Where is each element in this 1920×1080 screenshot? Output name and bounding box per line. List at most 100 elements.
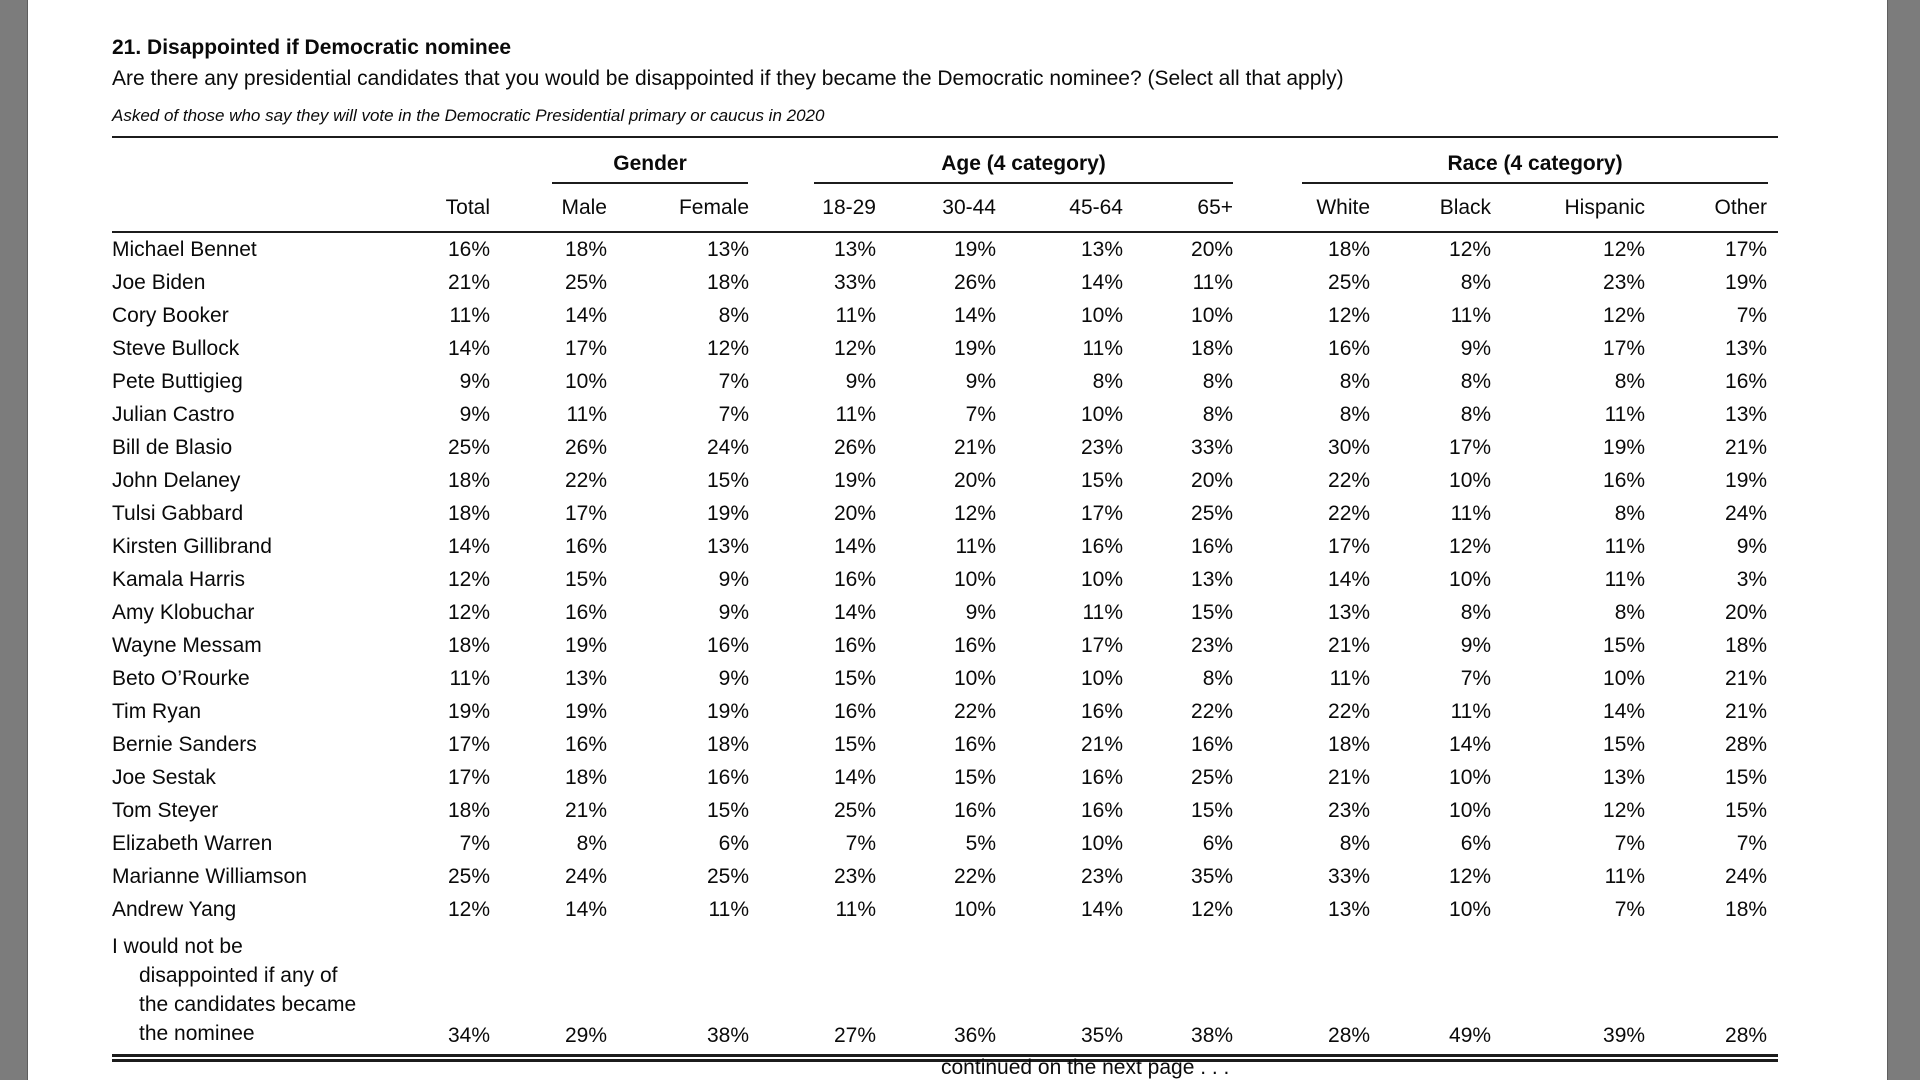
row-label-line: Bill de Blasio xyxy=(112,436,233,459)
table-cell: 15% xyxy=(953,765,996,789)
table-cell: 25% xyxy=(447,435,490,459)
row-label: Tulsi Gabbard xyxy=(112,497,360,530)
table-cell: 49% xyxy=(1449,1024,1492,1047)
table-cell: 21% xyxy=(953,435,996,459)
table-cell: 10% xyxy=(1080,831,1123,855)
table-cell: 12% xyxy=(1328,303,1371,327)
table-body: Michael Bennet 16% 18% 13% 13% 19% 13% 20% 18% 12… xyxy=(112,232,1779,1058)
table-cell: 13% xyxy=(1725,336,1768,360)
table-cell: 11% xyxy=(1604,864,1646,888)
table-cell: 9% xyxy=(1460,336,1492,360)
table-cell: 9% xyxy=(845,369,876,393)
table-cell: 22% xyxy=(1328,468,1371,492)
row-label-line: Andrew Yang xyxy=(112,898,237,921)
table-cell: 13% xyxy=(706,237,749,261)
table-cell: 8% xyxy=(1460,270,1492,294)
column-header: 45-64 xyxy=(996,184,1123,233)
table-cell: 24% xyxy=(564,864,607,888)
row-label: Steve Bullock xyxy=(112,332,360,365)
table-cell: 17% xyxy=(1603,336,1646,360)
column-header: 30-44 xyxy=(876,184,996,233)
table-cell: 25% xyxy=(564,270,607,294)
viewer-left-gutter xyxy=(0,0,28,1080)
column-header: Female xyxy=(607,184,749,233)
column-header: White xyxy=(1233,184,1371,233)
table-cell: 10% xyxy=(1449,765,1492,789)
table-cell: 8% xyxy=(1460,402,1492,426)
group-header-gender: Gender xyxy=(490,136,749,184)
table-cell: 25% xyxy=(447,864,490,888)
table-cell: 30% xyxy=(1328,435,1371,459)
table-cell: 21% xyxy=(1725,435,1768,459)
row-label-line: Beto O’Rourke xyxy=(112,667,250,690)
table-cell: 19% xyxy=(564,699,607,723)
table-cell: 19% xyxy=(1725,270,1768,294)
table-cell: 14% xyxy=(447,534,490,558)
table-cell: 23% xyxy=(1191,633,1234,657)
table-cell: 18% xyxy=(1328,732,1371,756)
table-cell: 15% xyxy=(706,798,749,822)
table-cell: 14% xyxy=(833,600,876,624)
table-cell: 8% xyxy=(1202,666,1234,690)
table-cell: 33% xyxy=(1328,864,1371,888)
table-cell: 25% xyxy=(1191,765,1234,789)
table-cell: 18% xyxy=(1328,237,1371,261)
table-cell: 20% xyxy=(833,501,876,525)
table-cell: 22% xyxy=(564,468,607,492)
row-label: Marianne Williamson xyxy=(112,860,360,893)
table-cell: 16% xyxy=(1191,534,1234,558)
table-cell: 16% xyxy=(1080,534,1123,558)
table-cell: 11% xyxy=(1604,402,1646,426)
question-title: 21. Disappointed if Democratic nominee xyxy=(112,36,512,59)
group-header-age: Age (4 category) xyxy=(749,136,1234,184)
row-label-line: the candidates became xyxy=(139,993,357,1016)
table-cell: 19% xyxy=(706,699,749,723)
table-cell: 12% xyxy=(833,336,876,360)
table-cell: 28% xyxy=(1725,732,1768,756)
table-cell: 27% xyxy=(833,1024,876,1047)
table-cell: 22% xyxy=(953,699,996,723)
table-cell: 13% xyxy=(1725,402,1768,426)
column-header: 65+ xyxy=(1123,184,1234,233)
table-cell: 7% xyxy=(1736,831,1768,855)
table-cell: 17% xyxy=(1725,237,1768,261)
table-cell: 8% xyxy=(1460,600,1492,624)
table-cell: 9% xyxy=(965,369,996,393)
table-row: Julian Castro 9% 11% 7% 11% 7% 10% 8% 8% 8% 11% 13% xyxy=(112,398,1778,431)
table-cell: 16% xyxy=(833,633,876,657)
row-label-line: Cory Booker xyxy=(112,304,229,327)
viewer-right-gutter xyxy=(1887,0,1920,1080)
table-cell: 3% xyxy=(1736,567,1768,591)
table-cell: 21% xyxy=(1080,732,1123,756)
table-cell: 21% xyxy=(1328,633,1371,657)
table-cell: 12% xyxy=(447,600,490,624)
table-cell: 13% xyxy=(706,534,749,558)
table-cell: 14% xyxy=(1080,897,1123,921)
column-header: Hispanic xyxy=(1491,184,1646,233)
row-label: Cory Booker xyxy=(112,299,360,332)
table-cell: 28% xyxy=(1328,1024,1371,1047)
table-cell: 38% xyxy=(706,1024,749,1047)
row-label-line: Joe Biden xyxy=(112,271,206,294)
row-label-line: Joe Sestak xyxy=(112,766,216,789)
row-label: Wayne Messam xyxy=(112,629,360,662)
table-cell: 17% xyxy=(1080,633,1123,657)
row-label-line: Kamala Harris xyxy=(112,568,246,591)
row-label: Joe Biden xyxy=(112,266,360,299)
table-cell: 8% xyxy=(1092,369,1123,393)
table-cell: 9% xyxy=(459,369,490,393)
table-cell: 16% xyxy=(1328,336,1371,360)
table-cell: 7% xyxy=(718,402,749,426)
table-row: Joe Biden 21% 25% 18% 33% 26% 14% 11% 25% 8% 23% 19… xyxy=(112,266,1778,299)
row-label: I would not be disappointed if any of the … xyxy=(112,926,360,1058)
table-cell: 14% xyxy=(1449,732,1492,756)
group-header-label: Age (4 category) xyxy=(814,152,1234,184)
table-cell: 36% xyxy=(953,1024,996,1047)
table-cell: 16% xyxy=(833,567,876,591)
table-cell: 11% xyxy=(1604,534,1646,558)
table-cell: 16% xyxy=(1191,732,1234,756)
column-header: Black xyxy=(1370,184,1492,233)
table-cell: 12% xyxy=(706,336,749,360)
table-cell: 7% xyxy=(459,831,490,855)
group-header-label: Gender xyxy=(552,152,748,184)
